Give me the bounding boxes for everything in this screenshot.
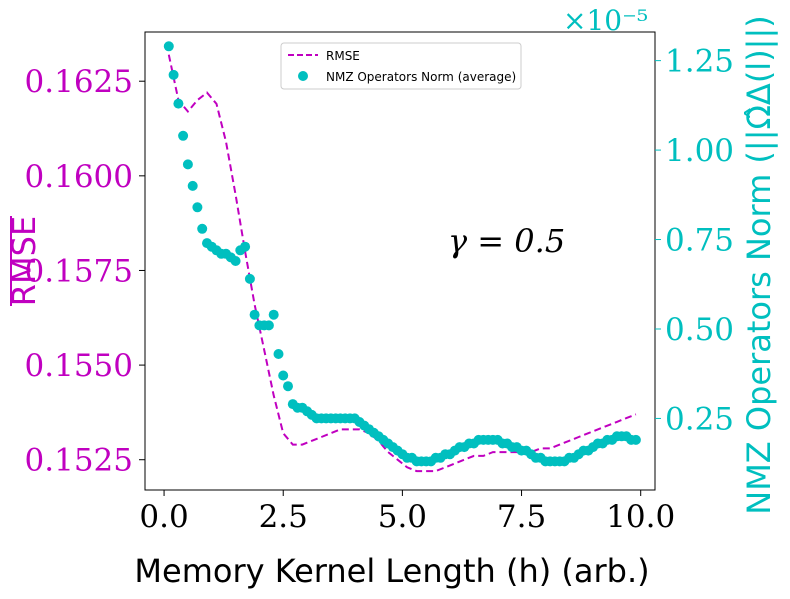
- legend-rmse-label: RMSE: [326, 49, 360, 63]
- norm-point: [230, 256, 241, 266]
- norm-point: [240, 241, 251, 252]
- plot-frame: [144, 31, 656, 491]
- norm-point: [163, 41, 174, 52]
- norm-point: [268, 309, 279, 320]
- norm-point: [182, 159, 193, 170]
- y-right-tick-label: 1.00: [665, 133, 734, 169]
- x-tick-label: 5.0: [378, 499, 427, 535]
- y-right-tick-label: 0.75: [665, 223, 734, 259]
- y-right-tick-label: 0.25: [665, 401, 734, 437]
- norm-point: [263, 320, 274, 331]
- legend-norm-label: NMZ Operators Norm (average): [326, 70, 516, 84]
- y-axis-right-label: NMZ Operators Norm (||Ω̂Δ(l)||): [740, 15, 778, 514]
- norm-point: [244, 273, 255, 284]
- plot-area: [163, 41, 641, 473]
- y-left-tick-label: 0.1625: [25, 64, 133, 100]
- norm-point: [173, 98, 184, 109]
- y-right-tick-label: 0.50: [665, 312, 734, 348]
- legend: RMSE NMZ Operators Norm (average): [280, 42, 522, 90]
- norm-point: [168, 69, 179, 80]
- y-axis-right: 0.25 0.50 0.75 1.00 1.25: [655, 44, 734, 437]
- y-left-tick-label: 0.1525: [25, 443, 133, 479]
- rmse-line: [167, 54, 637, 473]
- norm-point: [273, 349, 284, 359]
- x-tick-label: 10.0: [606, 499, 675, 535]
- y-left-tick-label: 0.1550: [25, 348, 133, 384]
- x-tick-label: 2.5: [259, 499, 308, 535]
- norm-point: [249, 309, 260, 320]
- x-axis: 0.0 2.5 5.0 7.5 10.0: [139, 490, 675, 535]
- norm-point: [278, 370, 289, 381]
- norm-point: [178, 130, 189, 141]
- x-axis-label: Memory Kernel Length (h) (arb.): [134, 552, 649, 590]
- legend-norm-swatch: [298, 71, 308, 81]
- norm-point: [187, 180, 198, 191]
- norm-point: [283, 381, 293, 392]
- x-tick-label: 0.0: [139, 499, 188, 535]
- x-tick-label: 7.5: [497, 499, 546, 535]
- gamma-annotation: γ = 0.5: [448, 222, 565, 260]
- y-axis-right-offset-label: ×10⁻⁵: [563, 4, 648, 37]
- norm-point: [197, 223, 208, 234]
- y-left-tick-label: 0.1575: [25, 253, 133, 289]
- norm-point: [192, 202, 203, 213]
- legend-box: [280, 42, 522, 90]
- y-left-tick-label: 0.1600: [25, 159, 133, 195]
- y-right-tick-label: 1.25: [665, 44, 734, 80]
- y-axis-left: 0.1525 0.1550 0.1575 0.1600 0.1625: [25, 64, 145, 479]
- norm-point: [630, 434, 641, 445]
